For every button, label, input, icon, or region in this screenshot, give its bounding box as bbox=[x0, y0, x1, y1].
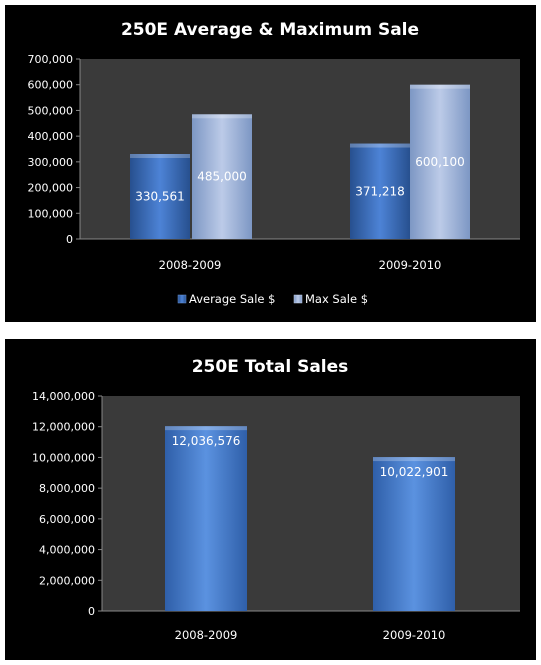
y-tick-label: 8,000,000 bbox=[39, 482, 95, 495]
y-tick-label: 200,000 bbox=[28, 182, 74, 195]
bar-average-sale-2009-2010 bbox=[350, 143, 410, 239]
y-tick-label: 500,000 bbox=[28, 104, 74, 117]
bar-max-sale-2009-2010 bbox=[410, 84, 470, 239]
chart-title: 250E Total Sales bbox=[192, 357, 349, 377]
y-tick-label: 12,000,000 bbox=[32, 421, 95, 434]
bar-highlight bbox=[130, 153, 190, 158]
x-tick-label: 2009-2010 bbox=[379, 258, 442, 272]
average-max-chart: 250E Average & Maximum Sale 0 100,000 200,… bbox=[28, 20, 520, 306]
bar-highlight bbox=[192, 114, 252, 119]
bar-highlight bbox=[165, 426, 247, 431]
y-tick-label: 2,000,000 bbox=[39, 574, 95, 587]
x-tick-label: 2008-2009 bbox=[159, 258, 222, 272]
y-tick-label: 10,000,000 bbox=[32, 451, 95, 464]
bar-max-sale-2008-2009 bbox=[192, 114, 252, 239]
x-tick-label: 2008-2009 bbox=[175, 628, 238, 642]
legend-label-max: Max Sale $ bbox=[305, 292, 368, 306]
y-tick-label: 700,000 bbox=[28, 53, 74, 66]
data-label: 330,561 bbox=[135, 189, 185, 203]
legend: Average Sale $ Max Sale $ bbox=[177, 292, 368, 306]
y-tick-label: 0 bbox=[66, 233, 73, 246]
total-sales-chart: 250E Total Sales 0 2,000,000 4,000,000 6,00… bbox=[32, 357, 520, 642]
bar-highlight bbox=[350, 143, 410, 148]
data-label: 600,100 bbox=[415, 155, 465, 169]
y-tick-label: 100,000 bbox=[28, 207, 74, 220]
plot-area bbox=[102, 396, 520, 611]
data-label: 485,000 bbox=[197, 170, 247, 184]
bar-total-2009-2010 bbox=[373, 457, 455, 611]
y-tick-label: 300,000 bbox=[28, 156, 74, 169]
chart-title: 250E Average & Maximum Sale bbox=[121, 20, 419, 40]
data-label: 12,036,576 bbox=[172, 434, 241, 448]
x-tick-label: 2009-2010 bbox=[383, 628, 446, 642]
chart-panel-average-max: 250E Average & Maximum Sale 0 100,000 200,… bbox=[5, 5, 536, 322]
bar-highlight bbox=[373, 457, 455, 462]
legend-swatch-average bbox=[177, 294, 187, 304]
bar-average-sale-2008-2009 bbox=[130, 153, 190, 239]
y-tick-label: 0 bbox=[88, 605, 95, 618]
chart-panel-total-sales: 250E Total Sales 0 2,000,000 4,000,000 6,00… bbox=[5, 339, 536, 660]
y-tick-label: 6,000,000 bbox=[39, 513, 95, 526]
bar-highlight bbox=[410, 84, 470, 89]
bar-total-2008-2009 bbox=[165, 426, 247, 611]
legend-swatch-max bbox=[293, 294, 303, 304]
data-label: 10,022,901 bbox=[380, 465, 449, 479]
y-tick-label: 14,000,000 bbox=[32, 390, 95, 403]
legend-label-average: Average Sale $ bbox=[189, 292, 275, 306]
y-tick-label: 4,000,000 bbox=[39, 544, 95, 557]
data-label: 371,218 bbox=[355, 184, 405, 198]
y-tick-label: 600,000 bbox=[28, 79, 74, 92]
y-tick-label: 400,000 bbox=[28, 130, 74, 143]
